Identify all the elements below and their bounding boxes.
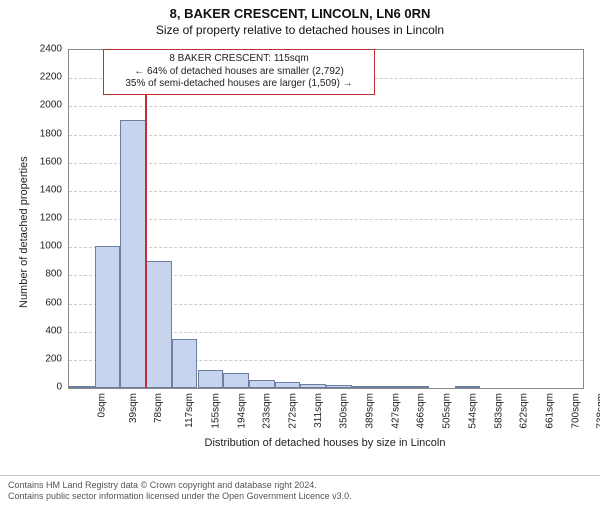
footer-line-2: Contains public sector information licen… <box>8 491 592 502</box>
x-tick-label: 39sqm <box>128 393 139 423</box>
histogram-bar <box>146 261 172 388</box>
footer-line-1: Contains HM Land Registry data © Crown c… <box>8 480 592 491</box>
y-tick-label: 1400 <box>28 184 62 195</box>
x-tick-label: 389sqm <box>365 393 376 429</box>
callout-line-2: ← 64% of detached houses are smaller (2,… <box>110 66 368 79</box>
x-tick-label: 738sqm <box>596 393 600 429</box>
x-tick-label: 350sqm <box>339 393 350 429</box>
x-tick-label: 505sqm <box>442 393 453 429</box>
y-tick-label: 1600 <box>28 156 62 167</box>
callout-line-3: 35% of semi-detached houses are larger (… <box>110 78 368 91</box>
histogram-bar <box>352 386 378 388</box>
attribution-footer: Contains HM Land Registry data © Crown c… <box>0 475 600 506</box>
callout-line-1: 8 BAKER CRESCENT: 115sqm <box>110 53 368 66</box>
histogram-bar <box>300 384 326 388</box>
histogram-bar <box>172 339 198 388</box>
y-axis-label: Number of detached properties <box>18 156 30 308</box>
histogram-bar <box>120 120 146 388</box>
y-tick-label: 1200 <box>28 213 62 224</box>
y-tick-label: 800 <box>28 269 62 280</box>
x-tick-label: 0sqm <box>96 393 107 417</box>
y-tick-label: 400 <box>28 325 62 336</box>
y-tick-label: 1000 <box>28 241 62 252</box>
y-tick-label: 2000 <box>28 100 62 111</box>
y-tick-label: 600 <box>28 297 62 308</box>
x-tick-label: 622sqm <box>519 393 530 429</box>
x-tick-label: 272sqm <box>287 393 298 429</box>
histogram-bar <box>198 370 224 388</box>
histogram-bar <box>455 386 481 388</box>
x-tick-label: 466sqm <box>416 393 427 429</box>
histogram-bar <box>377 386 403 388</box>
chart-plot-area <box>68 49 584 389</box>
histogram-bar <box>223 373 249 388</box>
x-tick-label: 544sqm <box>467 393 478 429</box>
y-tick-label: 2200 <box>28 72 62 83</box>
y-tick-label: 1800 <box>28 128 62 139</box>
y-tick-label: 2400 <box>28 44 62 55</box>
current-value-marker <box>145 50 147 388</box>
y-tick-label: 200 <box>28 353 62 364</box>
histogram-bar <box>326 385 352 388</box>
histogram-bar <box>403 386 429 388</box>
page-subtitle: Size of property relative to detached ho… <box>0 23 600 37</box>
x-tick-label: 194sqm <box>236 393 247 429</box>
x-tick-label: 155sqm <box>210 393 221 429</box>
x-tick-label: 233sqm <box>262 393 273 429</box>
histogram-bar <box>95 246 121 388</box>
histogram-bar <box>275 382 301 388</box>
y-tick-label: 0 <box>28 382 62 393</box>
x-tick-label: 311sqm <box>312 393 323 428</box>
x-tick-label: 117sqm <box>184 393 195 428</box>
histogram-bar <box>69 386 95 388</box>
page-title: 8, BAKER CRESCENT, LINCOLN, LN6 0RN <box>0 6 600 21</box>
x-tick-label: 661sqm <box>544 393 555 429</box>
histogram-bar <box>249 380 275 388</box>
x-tick-label: 427sqm <box>390 393 401 429</box>
x-tick-label: 78sqm <box>153 393 164 423</box>
x-tick-label: 583sqm <box>493 393 504 429</box>
x-axis-label: Distribution of detached houses by size … <box>68 437 582 449</box>
current-property-callout: 8 BAKER CRESCENT: 115sqm ← 64% of detach… <box>103 49 375 95</box>
x-tick-label: 700sqm <box>570 393 581 429</box>
